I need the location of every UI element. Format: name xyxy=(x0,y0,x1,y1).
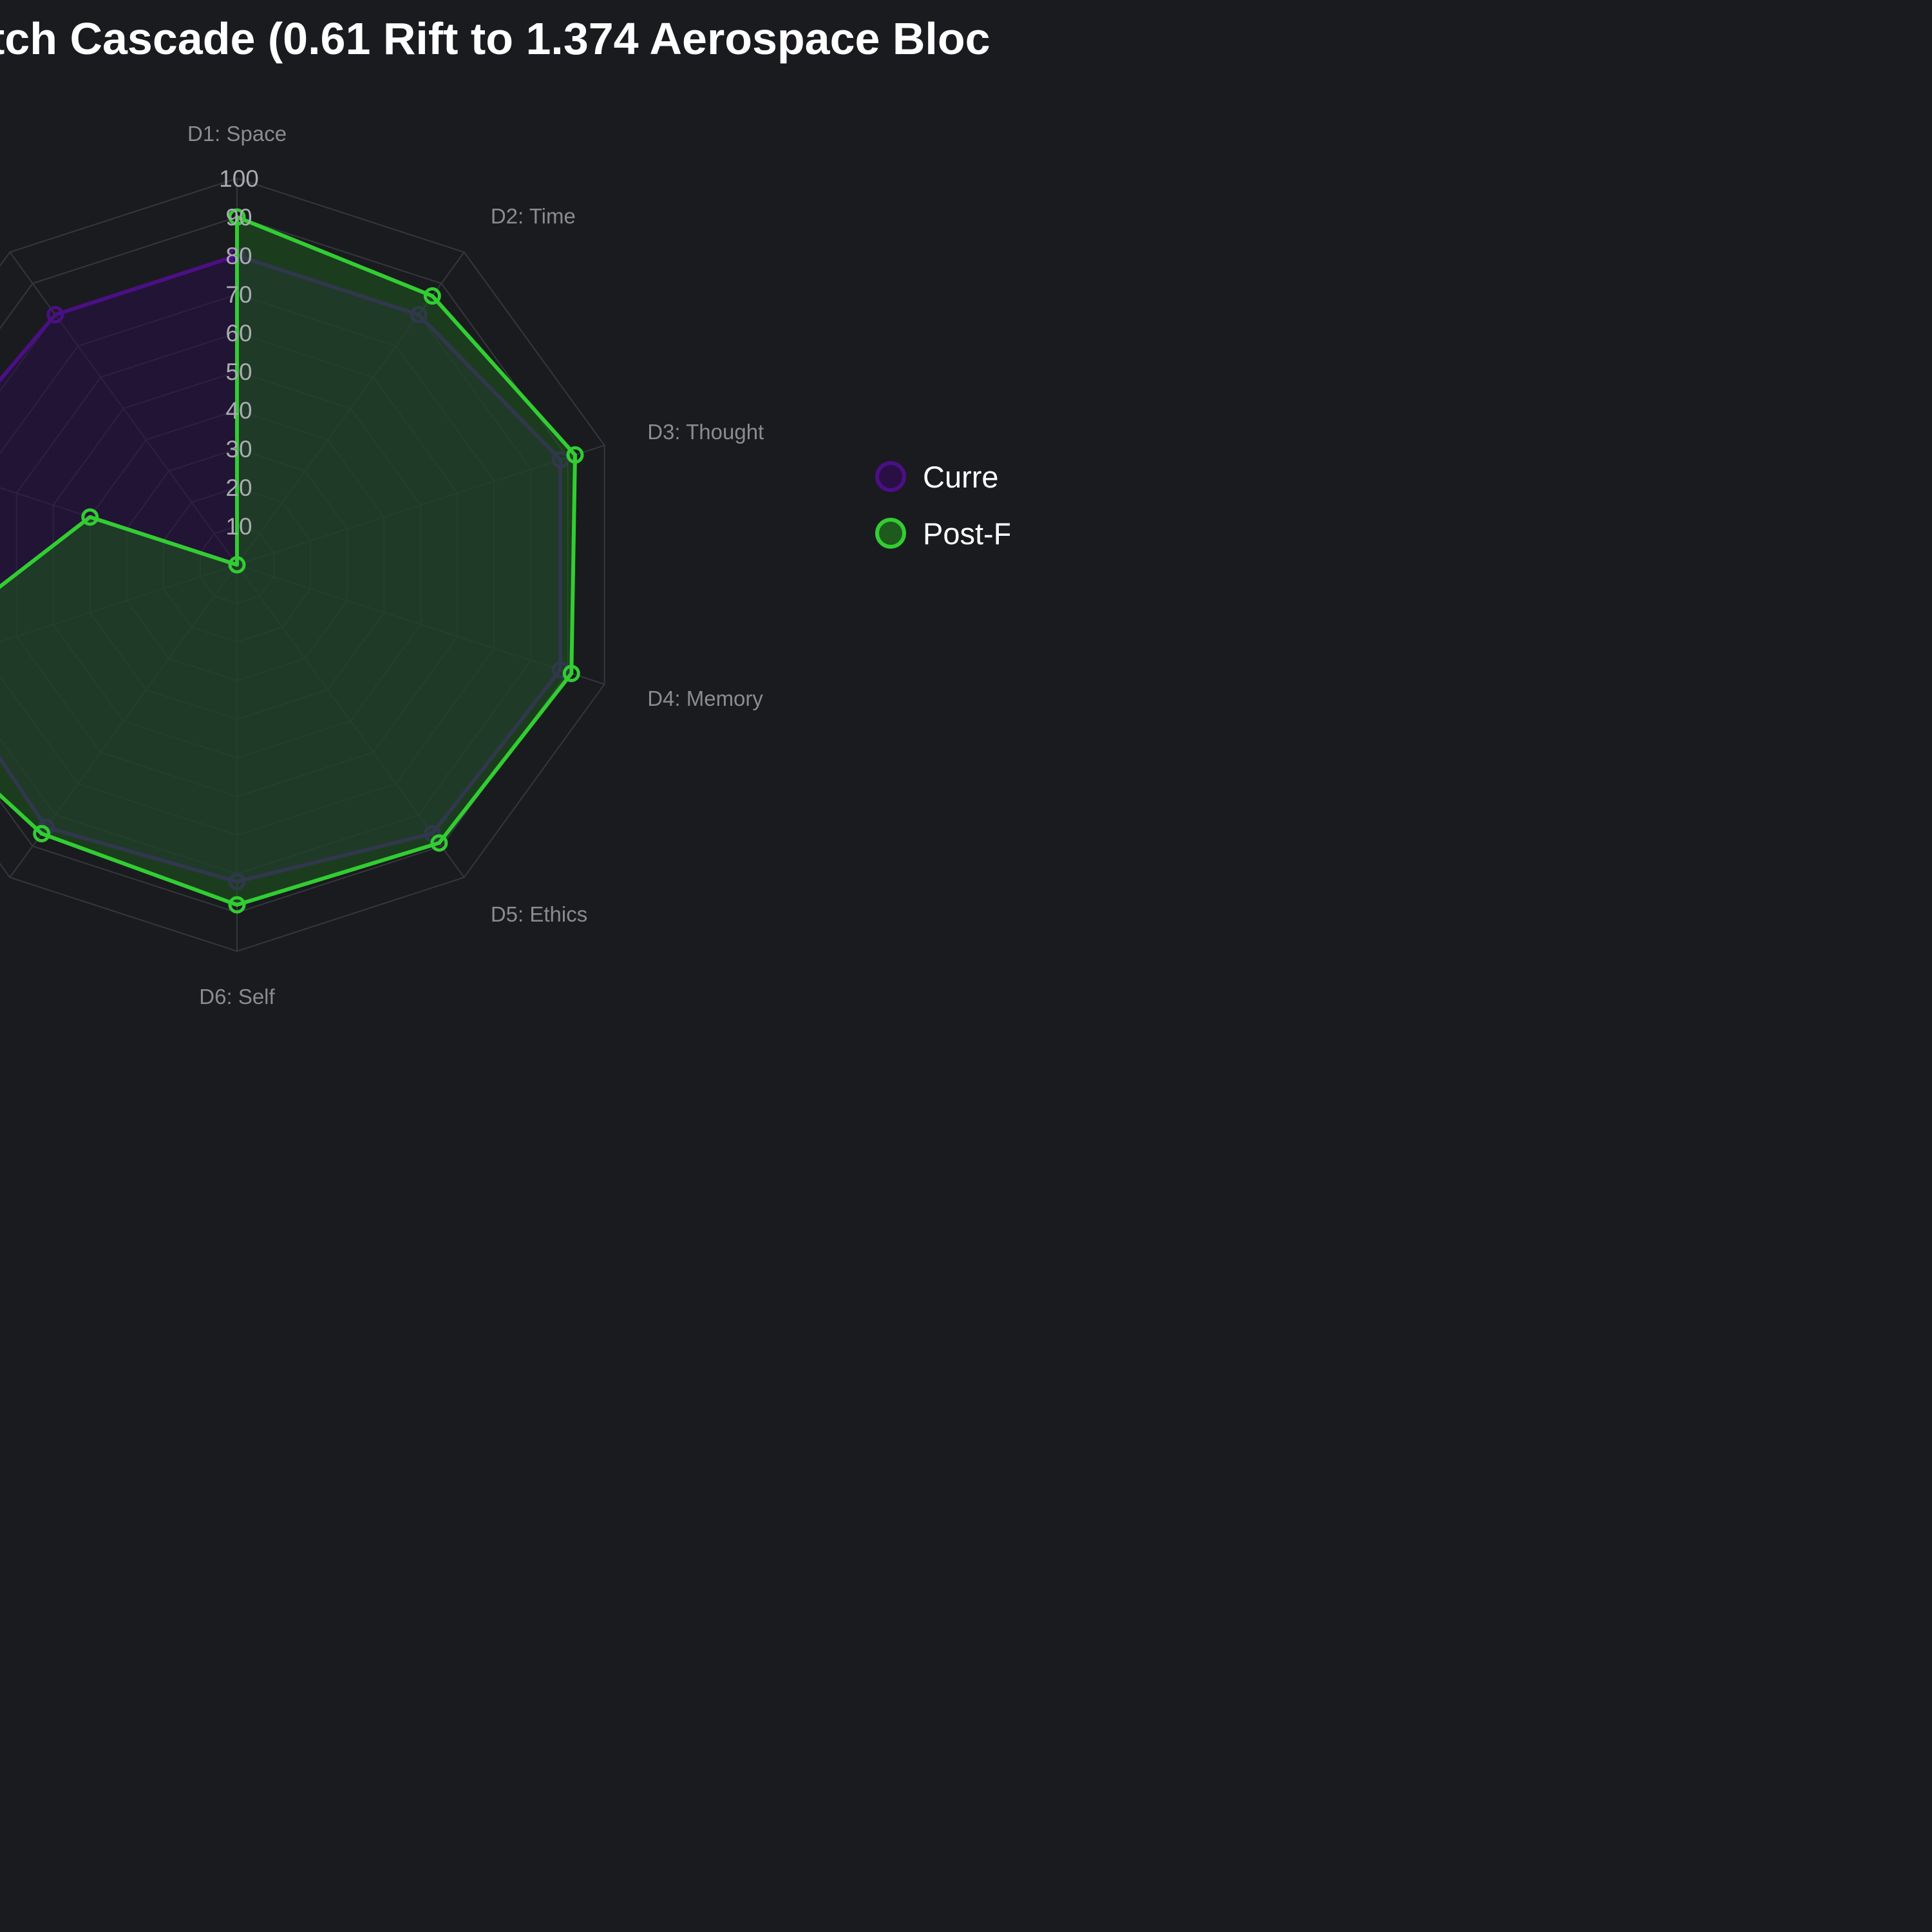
chart-title: tch Cascade (0.61 Rift to 1.374 Aerospac… xyxy=(0,14,990,64)
tick-label: 80 xyxy=(225,243,252,269)
tick-label: 50 xyxy=(225,359,252,385)
radar-chart: tch Cascade (0.61 Rift to 1.374 Aerospac… xyxy=(0,14,1010,1009)
tick-label: 60 xyxy=(225,320,252,346)
data-point xyxy=(33,824,51,842)
series-2 xyxy=(0,208,584,914)
series-area xyxy=(0,215,577,907)
tick-label: 20 xyxy=(225,475,252,501)
legend-marker xyxy=(875,461,906,492)
radial-tick-labels: 10 20 30 40 50 60 70 80 90 100 xyxy=(219,166,259,540)
tick-label: 70 xyxy=(225,281,252,308)
legend-item: Curre xyxy=(875,460,999,494)
axis-label: D4: Memory xyxy=(647,687,763,710)
legend-label: Post-F xyxy=(923,516,1010,551)
legend-label: Curre xyxy=(923,460,999,494)
axis-label: D3: Thought xyxy=(647,420,764,444)
tick-label: 100 xyxy=(219,166,259,192)
data-point xyxy=(430,834,448,852)
data-point xyxy=(228,208,246,226)
series-layer xyxy=(0,208,584,914)
data-point xyxy=(562,665,580,683)
data-point xyxy=(423,287,441,305)
tick-label: 10 xyxy=(225,513,252,540)
axis-label: D1: Space xyxy=(187,122,287,146)
data-point xyxy=(228,556,246,574)
legend: Curre Post-F xyxy=(875,460,1010,551)
axis-label: D5: Ethics xyxy=(491,902,587,926)
tick-label: 30 xyxy=(225,436,252,462)
data-point xyxy=(566,446,584,464)
tick-label: 90 xyxy=(225,204,252,231)
data-point xyxy=(81,508,99,526)
axis-label: D6: Self xyxy=(199,985,275,1009)
data-point xyxy=(228,896,246,914)
legend-marker xyxy=(875,518,906,549)
axis-label: D2: Time xyxy=(491,204,576,228)
legend-item: Post-F xyxy=(875,516,1010,551)
axis-labels: D1: Space D2: Time D3: Thought D4: Memory D5… xyxy=(187,122,764,1009)
data-point xyxy=(46,306,64,324)
tick-label: 40 xyxy=(225,397,252,424)
